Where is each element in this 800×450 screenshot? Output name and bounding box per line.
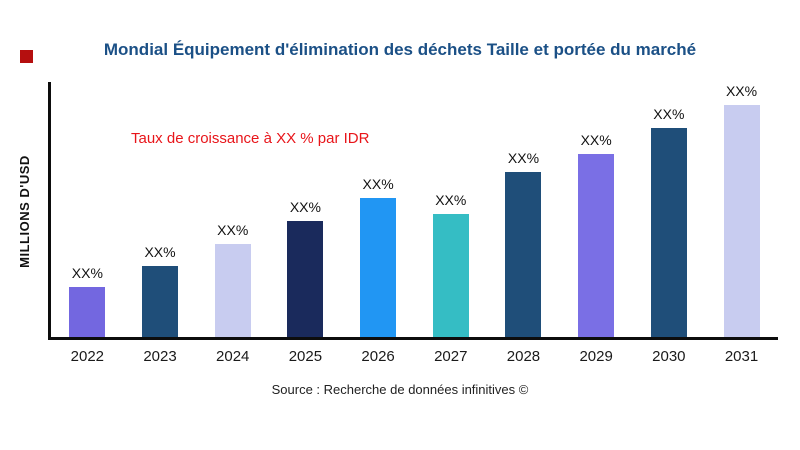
y-axis-label: MILLIONS D'USD (16, 154, 32, 268)
bar-value-label: XX% (580, 131, 612, 148)
chart-page: Mondial Équipement d'élimination des déc… (0, 40, 800, 397)
bar-group-2031: XX% 2031 (723, 82, 760, 365)
bar-value-label: XX% (362, 175, 394, 192)
x-tick-label: 2026 (361, 348, 395, 365)
bar-group-2023: XX% 2023 (142, 82, 179, 365)
bar-value-label: XX% (289, 199, 321, 216)
bar-group-2026: XX% 2026 (360, 82, 397, 365)
x-tick-label: 2025 (288, 348, 323, 365)
bar-value-label: XX% (217, 222, 249, 239)
x-tick-label: 2031 (724, 348, 759, 365)
bar-value-label: XX% (725, 83, 758, 100)
bar-value-label: XX% (653, 106, 685, 123)
bar-value-label: XX% (144, 244, 176, 261)
bar (69, 287, 106, 337)
bar (723, 105, 760, 337)
bar (214, 244, 251, 337)
bar (578, 153, 615, 337)
bar-group-2030: XX% 2030 (650, 82, 687, 365)
x-tick-label: 2023 (143, 348, 177, 365)
bar-group-2029: XX% 2029 (578, 82, 615, 365)
growth-rate-annotation: Taux de croissance à XX % par IDR (131, 130, 370, 147)
bar (360, 197, 397, 337)
brand-logo (20, 50, 33, 63)
bar (432, 214, 469, 337)
x-tick-label: 2027 (434, 348, 468, 365)
bar-group-2024: XX% 2024 (214, 82, 251, 365)
chart-title: Mondial Équipement d'élimination des déc… (103, 40, 697, 59)
x-tick-label: 2022 (70, 348, 105, 365)
bars-container: XX% 2022 XX% 2023 XX% 2024 XX% 2025 XX% 2026 XX% 20… (51, 82, 778, 365)
bar-group-2025: XX% 2025 (287, 82, 324, 365)
bar-group-2027: XX% 2027 (432, 82, 469, 365)
bar (287, 221, 324, 337)
bar (142, 266, 179, 337)
y-axis-label-column: MILLIONS D'USD (0, 82, 48, 340)
bar-value-label: XX% (71, 265, 103, 282)
x-tick-label: 2029 (579, 348, 613, 365)
bar-value-label: XX% (435, 192, 467, 209)
bar-value-label: XX% (507, 150, 540, 167)
bar-group-2022: XX% 2022 (69, 82, 106, 365)
x-tick-label: 2028 (506, 348, 541, 365)
bar-group-2028: XX% 2028 (505, 82, 542, 365)
x-tick-label: 2024 (216, 348, 250, 365)
source-text: Source : Recherche de données infinitive… (271, 382, 529, 397)
bar (650, 128, 687, 337)
bar (505, 172, 542, 337)
x-tick-label: 2030 (652, 348, 686, 365)
chart-area: MILLIONS D'USD Taux de croissance à XX %… (0, 82, 800, 365)
plot-area: Taux de croissance à XX % par IDR XX% 202… (48, 82, 778, 365)
